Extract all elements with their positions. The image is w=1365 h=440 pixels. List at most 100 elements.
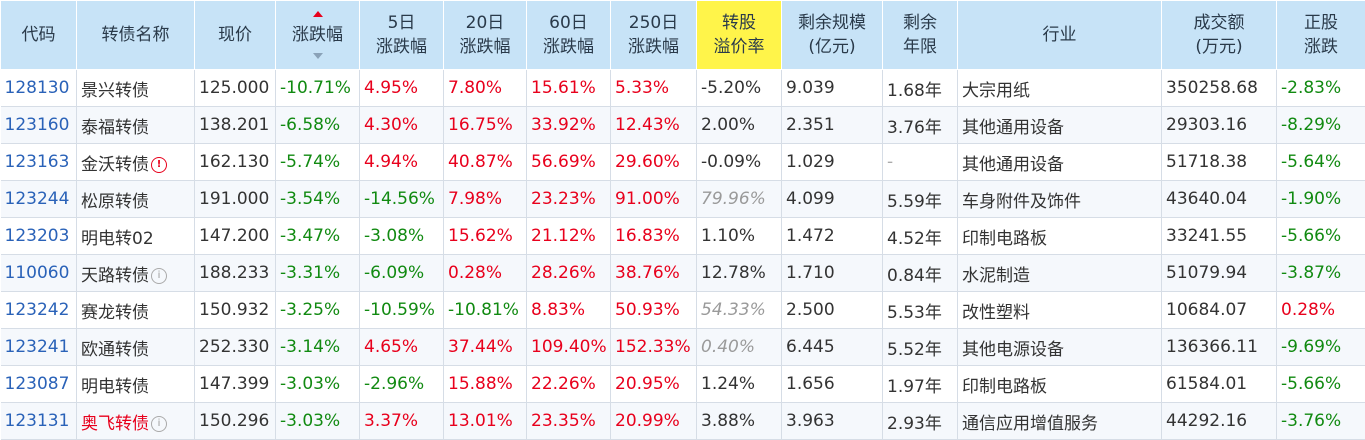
change-20d: 40.87%: [443, 143, 527, 181]
volume: 29303.16: [1161, 106, 1277, 144]
bond-code[interactable]: 123131: [0, 402, 77, 440]
warning-icon[interactable]: !: [151, 156, 167, 173]
price: 147.200: [194, 217, 276, 255]
change-20d: 37.44%: [443, 328, 527, 366]
table-row[interactable]: 123242 赛龙转债 150.932 -3.25% -10.59% -10.81% 8.8…: [0, 291, 1365, 329]
change-250d: 5.33%: [610, 69, 697, 107]
info-icon[interactable]: i: [151, 415, 167, 432]
header-stock-change[interactable]: 正股 涨跌: [1276, 0, 1365, 70]
header-volume[interactable]: 成交额 (万元): [1161, 0, 1277, 70]
bond-name[interactable]: 赛龙转债: [76, 291, 195, 329]
header-chg60[interactable]: 60日 涨跌幅: [526, 0, 611, 70]
change-5d: 3.37%: [359, 402, 444, 440]
bond-code[interactable]: 123087: [0, 365, 77, 403]
price: 191.000: [194, 180, 276, 218]
change-60d: 33.92%: [526, 106, 611, 144]
header-price[interactable]: 现价: [194, 0, 276, 70]
bond-code[interactable]: 123244: [0, 180, 77, 218]
industry: 通信应用增值服务: [957, 402, 1162, 440]
change-20d: 15.88%: [443, 365, 527, 403]
header-chg5[interactable]: 5日 涨跌幅: [359, 0, 444, 70]
change-5d: 4.95%: [359, 69, 444, 107]
bond-name[interactable]: 景兴转债: [76, 69, 195, 107]
bond-code[interactable]: 128130: [0, 69, 77, 107]
volume: 350258.68: [1161, 69, 1277, 107]
change: -3.25%: [275, 291, 360, 329]
change-60d: 15.61%: [526, 69, 611, 107]
table-row[interactable]: 123131 奥飞转债 i 150.296 -3.03% 3.37% 13.01% 23.35…: [0, 402, 1365, 440]
industry: 水泥制造: [957, 254, 1162, 292]
price: 125.000: [194, 69, 276, 107]
change-60d: 22.26%: [526, 365, 611, 403]
header-premium[interactable]: 转股 溢价率: [696, 0, 782, 70]
remaining-size: 1.656: [781, 365, 883, 403]
header-chg20[interactable]: 20日 涨跌幅: [443, 0, 527, 70]
remaining-size: 1.029: [781, 143, 883, 181]
table-row[interactable]: 123241 欧通转债 252.330 -3.14% 4.65% 37.44% 109.40…: [0, 328, 1365, 366]
price: 252.330: [194, 328, 276, 366]
volume: 51079.94: [1161, 254, 1277, 292]
bond-name[interactable]: 明电转债: [76, 365, 195, 403]
table-row[interactable]: 123203 明电转02 147.200 -3.47% -3.08% 15.62% 21.1…: [0, 217, 1365, 255]
header-name[interactable]: 转债名称: [76, 0, 195, 70]
bond-name[interactable]: 泰福转债: [76, 106, 195, 144]
bond-name[interactable]: 松原转债: [76, 180, 195, 218]
header-remain-size[interactable]: 剩余规模 (亿元): [781, 0, 883, 70]
industry: 其他电源设备: [957, 328, 1162, 366]
remaining-years: 1.97年: [882, 365, 958, 403]
industry: 其他通用设备: [957, 106, 1162, 144]
remaining-size: 3.963: [781, 402, 883, 440]
remaining-years: 3.76年: [882, 106, 958, 144]
bond-name[interactable]: 金沃转债!: [76, 143, 195, 181]
table-row[interactable]: 128130 景兴转债 125.000 -10.71% 4.95% 7.80% 15.61%…: [0, 69, 1365, 107]
change: -10.71%: [275, 69, 360, 107]
info-icon[interactable]: i: [151, 267, 167, 284]
remaining-size: 4.099: [781, 180, 883, 218]
change-20d: 7.98%: [443, 180, 527, 218]
change-5d: 4.65%: [359, 328, 444, 366]
price: 150.932: [194, 291, 276, 329]
table-row[interactable]: 123087 明电转债 147.399 -3.03% -2.96% 15.88% 22.26…: [0, 365, 1365, 403]
bond-code[interactable]: 123242: [0, 291, 77, 329]
bond-code[interactable]: 123241: [0, 328, 77, 366]
volume: 43640.04: [1161, 180, 1277, 218]
change-20d: 16.75%: [443, 106, 527, 144]
change-60d: 21.12%: [526, 217, 611, 255]
change: -3.03%: [275, 365, 360, 403]
sort-desc-icon: [312, 53, 323, 59]
change-20d: -10.81%: [443, 291, 527, 329]
stock-change: -3.76%: [1276, 402, 1365, 440]
table-row[interactable]: 123163 金沃转债! 162.130 -5.74% 4.94% 40.87% 56.69…: [0, 143, 1365, 181]
remaining-years: 0.84年: [882, 254, 958, 292]
header-industry[interactable]: 行业: [957, 0, 1162, 70]
bond-code[interactable]: 123203: [0, 217, 77, 255]
header-remain-years[interactable]: 剩余 年限: [882, 0, 958, 70]
change-5d: 4.94%: [359, 143, 444, 181]
bond-name[interactable]: 天路转债 i: [76, 254, 195, 292]
table-row[interactable]: 123160 泰福转债 138.201 -6.58% 4.30% 16.75% 33.92%…: [0, 106, 1365, 144]
header-chg250[interactable]: 250日 涨跌幅: [610, 0, 697, 70]
bond-code[interactable]: 110060: [0, 254, 77, 292]
table-row[interactable]: 123244 松原转债 191.000 -3.54% -14.56% 7.98% 23.23…: [0, 180, 1365, 218]
conversion-premium: 1.24%: [696, 365, 782, 403]
stock-change: -9.69%: [1276, 328, 1365, 366]
bond-name[interactable]: 奥飞转债 i: [76, 402, 195, 440]
table-row[interactable]: 110060 天路转债 i 188.233 -3.31% -6.09% 0.28% 28.26…: [0, 254, 1365, 292]
change-60d: 56.69%: [526, 143, 611, 181]
change-250d: 152.33%: [610, 328, 697, 366]
bond-name[interactable]: 欧通转债: [76, 328, 195, 366]
conversion-premium: 0.40%: [696, 328, 782, 366]
bond-code[interactable]: 123163: [0, 143, 77, 181]
change-20d: 13.01%: [443, 402, 527, 440]
change-5d: -10.59%: [359, 291, 444, 329]
header-code[interactable]: 代码: [0, 0, 77, 70]
remaining-years: 4.52年: [882, 217, 958, 255]
header-change[interactable]: 涨跌幅: [275, 0, 360, 70]
table-body: 128130 景兴转债 125.000 -10.71% 4.95% 7.80% 15.61%…: [0, 69, 1365, 440]
remaining-size: 2.500: [781, 291, 883, 329]
bond-code[interactable]: 123160: [0, 106, 77, 144]
change-60d: 23.35%: [526, 402, 611, 440]
change-60d: 8.83%: [526, 291, 611, 329]
bond-name[interactable]: 明电转02: [76, 217, 195, 255]
